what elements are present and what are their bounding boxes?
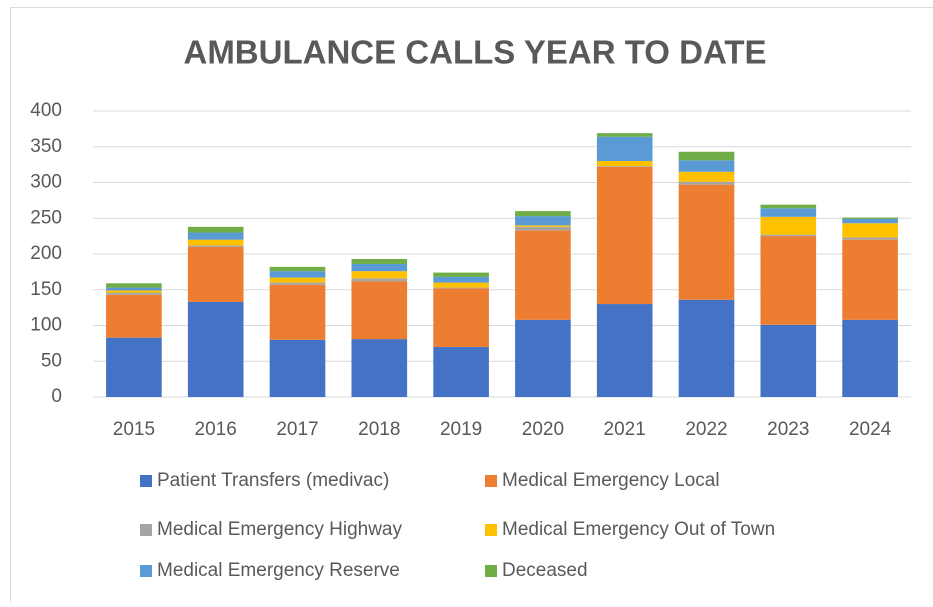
y-tick-label: 350 bbox=[30, 136, 62, 157]
bar-segment bbox=[270, 278, 326, 283]
x-tick-label: 2017 bbox=[276, 419, 318, 440]
bar-segment bbox=[106, 290, 162, 292]
legend-swatch bbox=[485, 565, 497, 577]
legend-label: Deceased bbox=[502, 560, 588, 581]
y-tick-label: 300 bbox=[30, 172, 62, 193]
bar-segment bbox=[679, 172, 735, 182]
bar-segment bbox=[597, 166, 653, 167]
bar-segment bbox=[106, 295, 162, 338]
bar-segment bbox=[270, 340, 326, 397]
bar-segment bbox=[188, 247, 244, 302]
bar-segment bbox=[760, 236, 816, 325]
bar-segment bbox=[597, 167, 653, 304]
legend-label: Medical Emergency Out of Town bbox=[502, 519, 775, 540]
bar-segment bbox=[760, 205, 816, 209]
bar-segment bbox=[106, 283, 162, 287]
bar-segment bbox=[188, 245, 244, 246]
chart-title: AMBULANCE CALLS YEAR TO DATE bbox=[183, 34, 766, 71]
bar-segment bbox=[270, 271, 326, 277]
legend-swatch bbox=[140, 475, 152, 487]
x-tick-label: 2021 bbox=[604, 419, 646, 440]
bar-segment bbox=[760, 235, 816, 236]
x-tick-label: 2023 bbox=[767, 419, 809, 440]
y-tick-label: 200 bbox=[30, 243, 62, 264]
bar-segment bbox=[679, 300, 735, 397]
bar-segment bbox=[351, 339, 407, 397]
bar-segment bbox=[679, 160, 735, 171]
bar-segment bbox=[679, 152, 735, 161]
y-tick-label: 250 bbox=[30, 207, 62, 228]
bar-segment bbox=[270, 283, 326, 285]
y-tick-label: 0 bbox=[51, 386, 62, 407]
legend-swatch bbox=[485, 524, 497, 536]
bar-segment bbox=[842, 223, 898, 237]
bar-segment bbox=[515, 225, 571, 226]
bar-segment bbox=[188, 227, 244, 233]
x-tick-label: 2020 bbox=[522, 419, 564, 440]
bar-segment bbox=[515, 227, 571, 231]
bar-segment bbox=[760, 325, 816, 397]
bar-segment bbox=[351, 281, 407, 339]
bar-segment bbox=[515, 320, 571, 397]
bar-segment bbox=[106, 338, 162, 397]
bar-segment bbox=[760, 217, 816, 235]
bar-segment bbox=[842, 219, 898, 223]
x-tick-label: 2018 bbox=[358, 419, 400, 440]
bar-segment bbox=[188, 233, 244, 240]
bar-segment bbox=[433, 347, 489, 397]
bar-segment bbox=[351, 264, 407, 271]
bar-segment bbox=[842, 218, 898, 219]
bar-segment bbox=[351, 259, 407, 264]
bar-segment bbox=[106, 293, 162, 295]
bar-segment bbox=[351, 271, 407, 278]
bar-segment bbox=[270, 267, 326, 271]
bar-segment bbox=[515, 216, 571, 225]
legend-label: Medical Emergency Reserve bbox=[157, 560, 400, 581]
bar-segment bbox=[433, 288, 489, 289]
bar-segment bbox=[842, 240, 898, 320]
bar-segment bbox=[515, 230, 571, 319]
bar-segment bbox=[597, 161, 653, 166]
legend-label: Medical Emergency Local bbox=[502, 470, 720, 491]
y-tick-label: 50 bbox=[41, 350, 62, 371]
x-tick-label: 2016 bbox=[195, 419, 237, 440]
bar-segment bbox=[106, 288, 162, 291]
bar-segment bbox=[760, 208, 816, 217]
legend-label: Patient Transfers (medivac) bbox=[157, 470, 389, 491]
y-tick-label: 400 bbox=[30, 100, 62, 121]
y-tick-label: 100 bbox=[30, 315, 62, 336]
x-tick-label: 2015 bbox=[113, 419, 155, 440]
x-tick-label: 2022 bbox=[685, 419, 727, 440]
bar-segment bbox=[597, 304, 653, 397]
bar-segment bbox=[597, 137, 653, 161]
y-tick-label: 150 bbox=[30, 279, 62, 300]
bar-segment bbox=[433, 273, 489, 277]
x-tick-label: 2024 bbox=[849, 419, 892, 440]
bar-segment bbox=[842, 320, 898, 397]
legend-label: Medical Emergency Highway bbox=[157, 519, 402, 540]
legend-swatch bbox=[140, 565, 152, 577]
bar-segment bbox=[515, 211, 571, 216]
bar-segment bbox=[433, 283, 489, 288]
bar-segment bbox=[270, 285, 326, 340]
bar-segment bbox=[188, 302, 244, 397]
x-tick-label: 2019 bbox=[440, 419, 482, 440]
legend-swatch bbox=[140, 524, 152, 536]
bar-segment bbox=[842, 238, 898, 240]
bar-segment bbox=[679, 185, 735, 300]
legend-swatch bbox=[485, 475, 497, 487]
bar-segment bbox=[433, 288, 489, 347]
bar-segment bbox=[679, 182, 735, 185]
bar-segment bbox=[597, 133, 653, 137]
bar-segment bbox=[188, 240, 244, 246]
bar-segment bbox=[433, 277, 489, 283]
bar-segment bbox=[351, 278, 407, 281]
